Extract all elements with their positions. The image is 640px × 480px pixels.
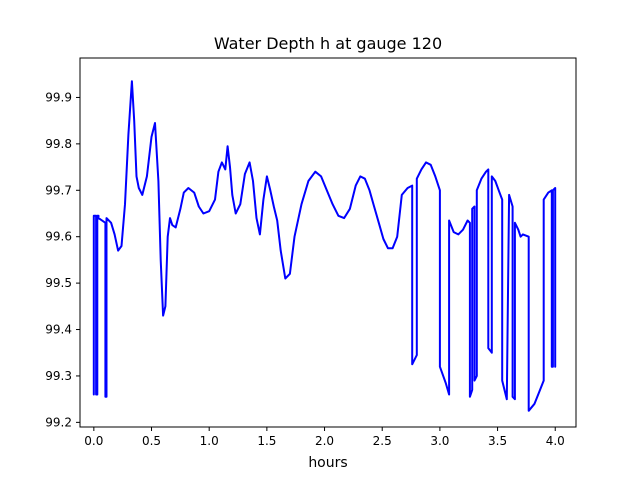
y-axis-ticks: 99.2 99.3 99.4 99.5 99.6 99.7 99.8 99.9 xyxy=(45,90,80,429)
y-tick-label: 99.3 xyxy=(45,369,72,383)
x-tick-label: 0.5 xyxy=(142,434,161,448)
plot-area xyxy=(92,80,557,412)
x-tick-label: 4.0 xyxy=(546,434,565,448)
axes-frame xyxy=(79,57,577,428)
x-tick-label: 3.5 xyxy=(488,434,507,448)
y-tick-label: 99.4 xyxy=(45,323,72,337)
x-tick-label: 2.0 xyxy=(315,434,334,448)
y-tick-label: 99.7 xyxy=(45,183,72,197)
x-tick-label: 3.0 xyxy=(430,434,449,448)
x-tick-label: 1.5 xyxy=(257,434,276,448)
y-tick-label: 99.8 xyxy=(45,137,72,151)
x-tick-label: 2.5 xyxy=(373,434,392,448)
y-tick-label: 99.6 xyxy=(45,230,72,244)
chart-title: Water Depth h at gauge 120 xyxy=(214,34,442,53)
x-axis-label: hours xyxy=(308,455,347,471)
y-tick-label: 99.9 xyxy=(45,90,72,104)
y-tick-label: 99.2 xyxy=(45,415,72,429)
x-tick-label: 0.0 xyxy=(84,434,103,448)
y-tick-label: 99.5 xyxy=(45,276,72,290)
series-line xyxy=(92,80,557,412)
x-axis-ticks: 0.0 0.5 1.0 1.5 2.0 2.5 3.0 3.5 4.0 xyxy=(84,427,565,448)
x-tick-label: 1.0 xyxy=(200,434,219,448)
